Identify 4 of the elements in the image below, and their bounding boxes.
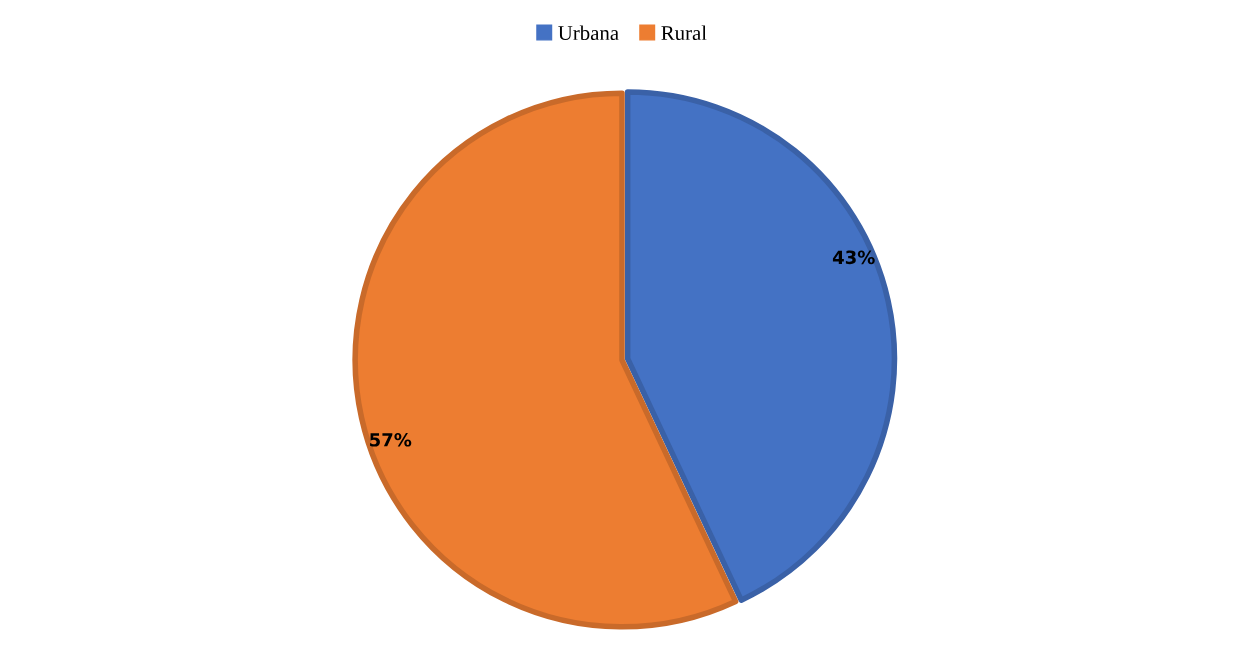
data-label: 57% xyxy=(370,432,412,447)
legend-label: Urbana xyxy=(558,25,619,41)
legend-label: Rural xyxy=(661,25,707,41)
data-label: 43% xyxy=(832,250,875,265)
